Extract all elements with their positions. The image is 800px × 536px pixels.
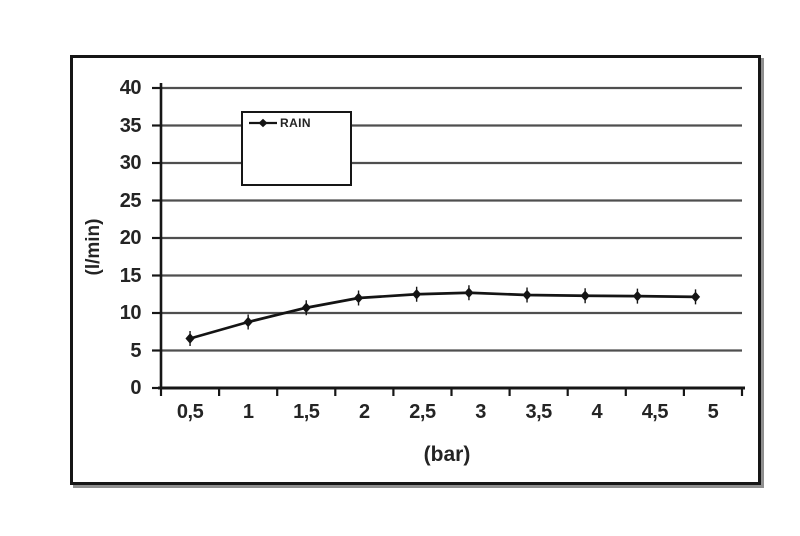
y-axis-title: (l/min)	[83, 218, 104, 276]
series-line-diamond-marker-icon	[249, 118, 277, 128]
legend-series-label: RAIN	[280, 116, 311, 130]
chart-frame	[70, 55, 761, 485]
legend-box: RAIN	[241, 111, 352, 186]
x-axis-title: (bar)	[423, 443, 471, 466]
legend-entry: RAIN	[248, 117, 350, 129]
